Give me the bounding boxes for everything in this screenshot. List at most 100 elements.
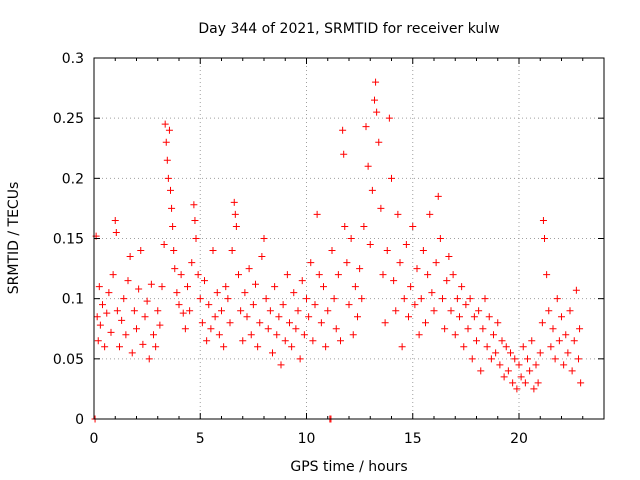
data-point bbox=[262, 295, 270, 303]
data-point bbox=[101, 343, 109, 351]
data-point bbox=[566, 307, 574, 315]
data-point bbox=[303, 295, 310, 303]
data-point bbox=[375, 138, 383, 146]
data-point bbox=[237, 307, 245, 315]
axis-ticks bbox=[93, 57, 605, 420]
data-point bbox=[558, 313, 565, 321]
data-point bbox=[194, 271, 202, 279]
data-point bbox=[577, 379, 585, 387]
data-point bbox=[575, 355, 582, 363]
data-point bbox=[126, 253, 134, 261]
data-point bbox=[109, 271, 117, 279]
data-point bbox=[530, 385, 538, 393]
data-point bbox=[413, 265, 421, 273]
data-point bbox=[167, 186, 174, 194]
data-point bbox=[313, 210, 321, 218]
data-point bbox=[364, 162, 372, 170]
data-point bbox=[161, 120, 169, 128]
data-point bbox=[409, 222, 417, 230]
data-point bbox=[107, 328, 115, 336]
data-point bbox=[449, 271, 457, 279]
data-point bbox=[424, 271, 432, 279]
data-point bbox=[496, 361, 504, 369]
data-point bbox=[379, 271, 387, 279]
data-point bbox=[124, 277, 132, 285]
data-point bbox=[241, 289, 249, 297]
data-point bbox=[456, 313, 463, 321]
data-point bbox=[568, 367, 576, 375]
data-point bbox=[328, 247, 336, 255]
data-point bbox=[128, 349, 136, 357]
data-point bbox=[372, 78, 380, 86]
data-point bbox=[198, 319, 206, 327]
data-point bbox=[405, 313, 412, 321]
y-axis-label: SRMTID / TECUs bbox=[6, 182, 22, 295]
data-point bbox=[445, 253, 453, 261]
data-point bbox=[504, 367, 512, 375]
data-point bbox=[184, 283, 191, 291]
data-point bbox=[118, 316, 126, 324]
data-point bbox=[173, 289, 181, 297]
data-point bbox=[169, 222, 177, 230]
data-point bbox=[224, 295, 232, 303]
data-point bbox=[305, 313, 313, 321]
data-point bbox=[332, 325, 340, 333]
data-point bbox=[230, 198, 238, 206]
data-point bbox=[171, 265, 179, 273]
data-point bbox=[411, 301, 419, 309]
data-point bbox=[209, 247, 217, 255]
data-point bbox=[347, 235, 355, 242]
data-point bbox=[400, 295, 408, 303]
data-point bbox=[135, 285, 143, 293]
x-tick-label: 5 bbox=[196, 431, 205, 447]
data-point bbox=[269, 349, 276, 357]
data-point bbox=[381, 319, 389, 327]
data-point bbox=[252, 280, 259, 288]
data-point bbox=[213, 289, 221, 297]
data-point bbox=[243, 313, 251, 321]
y-tick-label: 0.05 bbox=[53, 352, 84, 368]
data-point bbox=[473, 337, 480, 345]
x-tick-label: 0 bbox=[90, 431, 99, 447]
data-point bbox=[368, 186, 376, 194]
data-point bbox=[549, 325, 557, 333]
data-point bbox=[373, 108, 381, 116]
data-point bbox=[231, 210, 239, 218]
x-tick-labels: 0 5 10 15 20 bbox=[90, 431, 528, 447]
data-point bbox=[235, 271, 242, 279]
data-point bbox=[402, 241, 410, 249]
data-point bbox=[99, 301, 106, 309]
data-point bbox=[317, 319, 325, 327]
data-point bbox=[271, 283, 279, 291]
data-point bbox=[366, 241, 374, 249]
data-point bbox=[536, 349, 544, 357]
data-point bbox=[524, 355, 531, 363]
data-point bbox=[93, 313, 101, 321]
data-point bbox=[218, 307, 225, 315]
data-point bbox=[398, 343, 406, 351]
data-point bbox=[330, 295, 338, 303]
data-point bbox=[164, 174, 172, 182]
data-point bbox=[443, 277, 451, 285]
data-point bbox=[555, 337, 563, 345]
data-point bbox=[464, 325, 472, 333]
data-point bbox=[309, 337, 317, 345]
y-tick-label: 0.2 bbox=[62, 171, 84, 187]
data-point bbox=[447, 307, 455, 315]
data-point bbox=[130, 307, 138, 315]
data-point bbox=[426, 210, 434, 218]
data-point bbox=[139, 340, 147, 348]
data-point bbox=[334, 271, 342, 279]
data-point bbox=[145, 355, 153, 363]
data-point bbox=[95, 283, 103, 291]
data-point bbox=[143, 297, 151, 305]
data-point bbox=[96, 321, 104, 329]
data-point bbox=[133, 325, 140, 333]
grid bbox=[94, 58, 604, 419]
y-tick-label: 0.15 bbox=[53, 232, 84, 248]
data-point bbox=[339, 126, 347, 134]
data-point bbox=[177, 271, 185, 279]
y-tick-labels: 0 0.05 0.1 0.15 0.2 0.25 0.3 bbox=[53, 51, 84, 428]
data-point bbox=[215, 331, 223, 339]
